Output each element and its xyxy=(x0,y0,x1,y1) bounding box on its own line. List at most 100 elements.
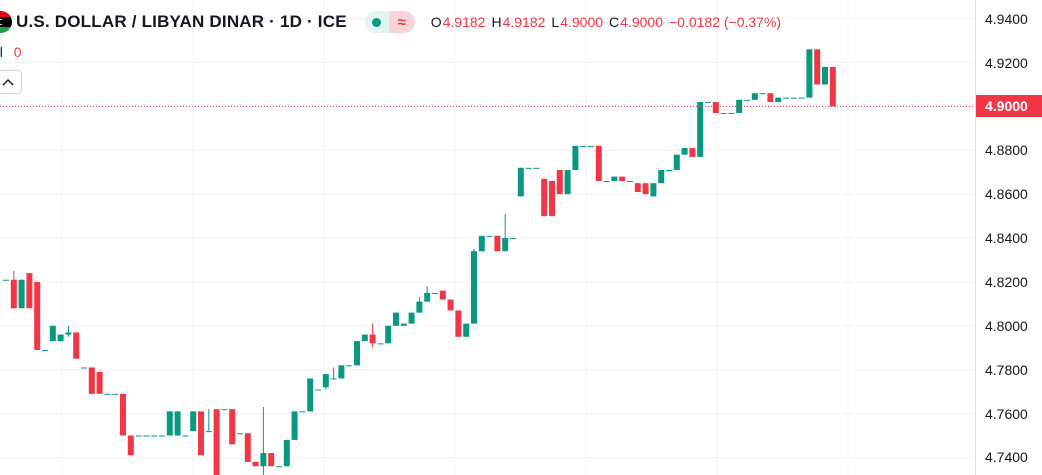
candle-body xyxy=(322,374,329,388)
candle-body xyxy=(174,411,181,436)
low-label: L xyxy=(551,14,560,30)
candle-body xyxy=(510,238,516,240)
symbol-title[interactable]: U.S. DOLLAR / LIBYAN DINAR · 1D · ICE xyxy=(16,12,347,31)
candle-body xyxy=(798,97,805,99)
candle-body xyxy=(642,183,649,195)
candle-body xyxy=(775,97,782,103)
candle-body xyxy=(205,431,212,433)
candlestick-chart[interactable] xyxy=(0,0,975,475)
candle-body xyxy=(549,181,555,217)
candle-body xyxy=(377,343,384,345)
price-tick-label: 4.7600 xyxy=(985,405,1028,422)
candle-body xyxy=(213,409,220,475)
candle-body xyxy=(369,334,376,344)
market-open-dot-icon[interactable] xyxy=(364,11,389,33)
candle-body xyxy=(3,279,9,281)
candle-body xyxy=(65,332,72,335)
candle-body xyxy=(666,170,672,172)
candle-body xyxy=(112,393,119,395)
candle-body xyxy=(681,148,688,155)
candle-body xyxy=(88,367,95,394)
approx-wave-icon[interactable]: ≈ xyxy=(388,11,415,33)
status-pill[interactable]: ≈ xyxy=(364,11,415,33)
candle-body xyxy=(790,97,797,99)
candle-body xyxy=(595,145,602,182)
price-tick-label: 4.8800 xyxy=(985,142,1028,159)
high-value: 4.9182 xyxy=(502,14,546,30)
candle-body xyxy=(697,102,704,157)
candle-body xyxy=(759,93,766,95)
candle-body xyxy=(237,433,243,435)
candle-body xyxy=(346,365,353,367)
candle-body xyxy=(143,435,150,437)
candle-body xyxy=(783,97,789,99)
candle-body xyxy=(385,325,392,344)
candle-body xyxy=(252,461,259,467)
volume-legend: ol 0 xyxy=(0,44,22,60)
volume-label: ol xyxy=(0,44,3,60)
candle-body xyxy=(276,466,282,468)
candle-body xyxy=(814,49,821,85)
candle-body xyxy=(502,238,509,252)
candle-body xyxy=(541,178,548,217)
candle-body xyxy=(151,435,158,437)
candle-body xyxy=(673,154,680,171)
candle-body xyxy=(408,312,415,324)
candle-body xyxy=(806,49,813,98)
candle-body xyxy=(221,409,228,411)
collapse-legend-button[interactable] xyxy=(0,70,22,94)
candle-body xyxy=(120,393,126,436)
low-value: 4.9000 xyxy=(560,14,604,30)
candle-body xyxy=(564,170,571,195)
price-scale[interactable]: 4.9400 4.9200 4.8800 4.8600 4.8400 4.8200 4.80… xyxy=(975,0,1042,475)
candle-body xyxy=(494,235,501,252)
candle-body xyxy=(463,323,470,337)
candle-body xyxy=(57,334,64,342)
candle-body xyxy=(198,411,204,456)
candle-body xyxy=(829,66,836,107)
candle-body xyxy=(556,170,563,195)
price-tick-label: 4.8200 xyxy=(985,273,1028,290)
price-tick-label: 4.9200 xyxy=(985,54,1028,71)
candle-body xyxy=(361,334,368,342)
open-value: 4.9182 xyxy=(442,14,486,30)
candle-body xyxy=(517,167,524,197)
candle-body xyxy=(283,439,290,467)
candle-body xyxy=(73,332,80,359)
candle-body xyxy=(244,433,251,462)
change-value: −0.0182 (−0.37%) xyxy=(668,14,782,30)
open-label: O xyxy=(430,14,442,30)
candle-body xyxy=(18,279,25,309)
candle-body xyxy=(712,102,719,113)
candle-body xyxy=(229,409,236,445)
candle-body xyxy=(81,367,87,369)
chart-legend: U.S. DOLLAR / LIBYAN DINAR · 1D · ICE ≈ … xyxy=(0,10,787,34)
candles xyxy=(3,49,836,475)
candle-body xyxy=(315,389,321,391)
candle-body xyxy=(447,299,454,311)
candle-body xyxy=(658,170,665,184)
candle-body xyxy=(478,235,485,252)
candle-body xyxy=(127,435,134,456)
price-tick-label: 4.8400 xyxy=(985,230,1028,247)
candle-body xyxy=(728,112,735,114)
candle-body xyxy=(34,281,41,350)
candle-body xyxy=(416,301,423,313)
price-tick-label: 4.7800 xyxy=(985,361,1028,378)
candle-body xyxy=(471,251,477,324)
candle-body xyxy=(307,378,314,412)
volume-value: 0 xyxy=(13,44,22,60)
candle-body xyxy=(588,145,594,147)
price-tick-label: 4.8000 xyxy=(985,317,1028,334)
chart-pane[interactable]: U.S. DOLLAR / LIBYAN DINAR · 1D · ICE ≈ … xyxy=(0,0,975,475)
candle-body xyxy=(822,66,828,85)
candle-body xyxy=(439,290,446,300)
last-price-badge: 4.9000 xyxy=(976,95,1042,118)
candle-body xyxy=(10,279,17,309)
candle-body xyxy=(751,93,758,100)
candle-body xyxy=(650,183,657,197)
candle-body xyxy=(619,176,626,182)
candle-body xyxy=(182,435,189,437)
candle-body xyxy=(135,435,142,437)
candle-body xyxy=(268,453,275,467)
